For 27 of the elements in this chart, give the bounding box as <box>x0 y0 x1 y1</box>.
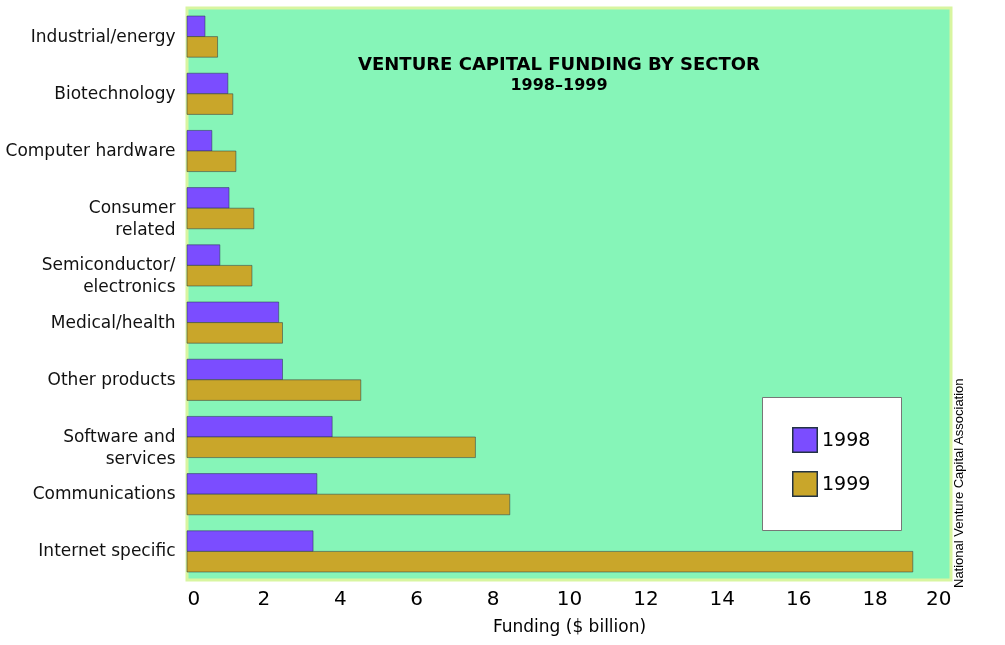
x-tick-label: 20 <box>926 585 952 610</box>
x-tick-label: 2 <box>257 585 271 610</box>
y-tick-label: Medical/health <box>50 311 176 332</box>
text: 1998–1999 <box>510 75 608 94</box>
annotation: National Venture Capital Association <box>951 378 966 588</box>
y-tick-label: Internet specific <box>38 540 176 561</box>
text: VENTURE CAPITAL FUNDING BY SECTOR <box>358 53 761 74</box>
x-tick-label: 6 <box>410 585 424 610</box>
x-tick-label: 18 <box>862 585 888 610</box>
y-tick-label: Computer hardware <box>5 140 176 160</box>
y-tick-label: Semiconductor/ electronics <box>41 254 176 297</box>
x-axis-title: Funding ($ billion) <box>492 615 647 636</box>
y-tick-label: Communications <box>32 483 176 504</box>
y-tick-label: Software and services <box>63 426 176 468</box>
x-tick-label: 0 <box>187 585 201 610</box>
x-tick-label: 12 <box>633 585 659 610</box>
x-tick-label: 10 <box>556 585 583 610</box>
y-tick-label: Biotechnology <box>54 82 176 103</box>
x-tick-label: 14 <box>709 585 736 610</box>
y-tick-label: Consumer related <box>88 197 176 240</box>
x-tick-label: 4 <box>333 585 347 610</box>
legend-label: 1998 <box>822 428 871 450</box>
x-tick-label: 8 <box>486 585 500 610</box>
y-tick-label: Other products <box>47 368 176 389</box>
y-tick-label: Industrial/energy <box>30 25 176 46</box>
x-tick-label: 16 <box>785 585 812 610</box>
legend-label: 1999 <box>822 472 871 494</box>
